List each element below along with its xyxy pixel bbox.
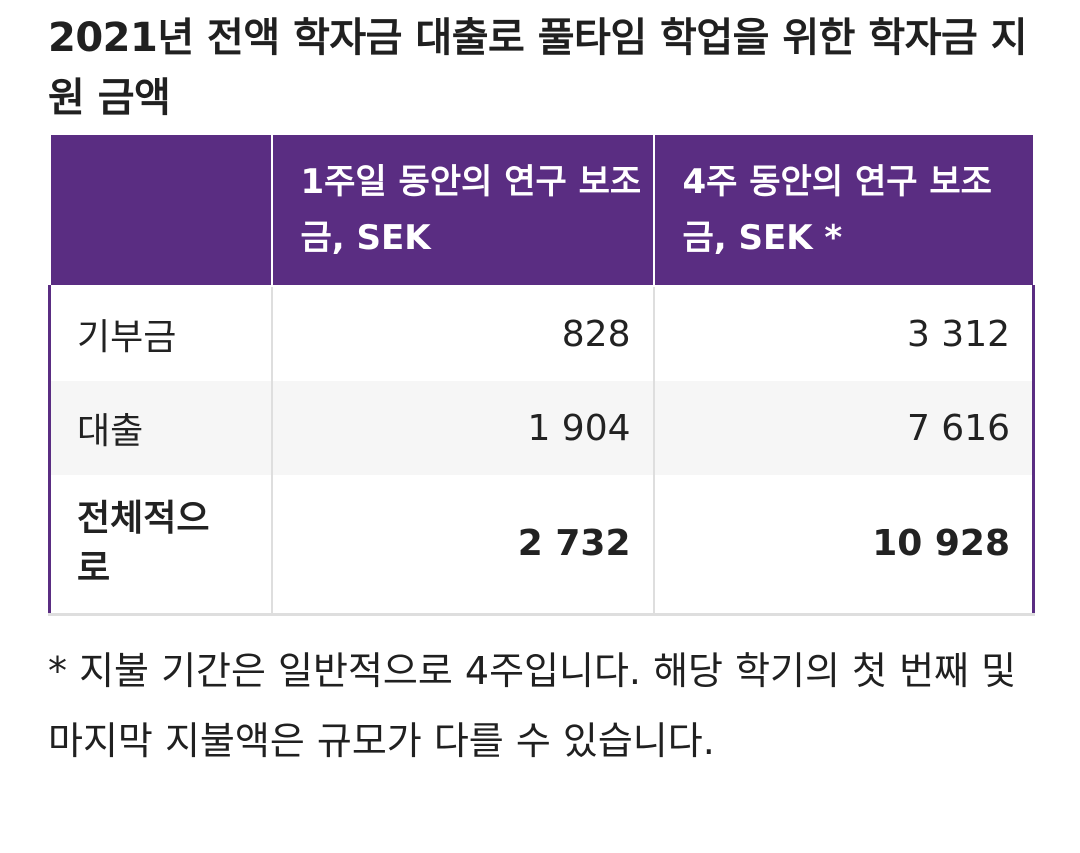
header-week4-grant: 4주 동안의 연구 보조금, SEK * bbox=[652, 133, 1035, 287]
cell-total-week4: 10 928 bbox=[652, 475, 1035, 616]
page-title: 2021년 전액 학자금 대출로 풀타임 학업을 위한 학자금 지원 금액 bbox=[48, 15, 1028, 121]
grant-amount-table-container: 1주일 동안의 연구 보조금, SEK 4주 동안의 연구 보조금, SEK *… bbox=[48, 133, 1035, 616]
header-corner-cell bbox=[48, 133, 273, 287]
table-row-total: 전체적으로 2 732 10 928 bbox=[48, 475, 1035, 616]
row-label-loan: 대출 bbox=[48, 381, 273, 475]
header-week1-grant: 1주일 동안의 연구 보조금, SEK bbox=[270, 133, 655, 287]
grant-amount-table: 1주일 동안의 연구 보조금, SEK 4주 동안의 연구 보조금, SEK *… bbox=[48, 133, 1035, 616]
table-header: 1주일 동안의 연구 보조금, SEK 4주 동안의 연구 보조금, SEK * bbox=[48, 133, 1035, 287]
cell-loan-week4: 7 616 bbox=[652, 381, 1035, 475]
cell-grant-week1: 828 bbox=[270, 286, 655, 381]
footnote: * 지불 기간은 일반적으로 4주입니다. 해당 학기의 첫 번째 및 마지막 … bbox=[48, 649, 1017, 763]
row-label-total: 전체적으로 bbox=[48, 475, 273, 616]
cell-grant-week4: 3 312 bbox=[652, 286, 1035, 381]
table-body: 기부금 828 3 312 대출 1 904 7 616 전체적으로 2 732… bbox=[48, 286, 1035, 616]
table-header-row: 1주일 동안의 연구 보조금, SEK 4주 동안의 연구 보조금, SEK * bbox=[48, 133, 1035, 287]
cell-total-week1: 2 732 bbox=[270, 475, 655, 616]
table-row-loan: 대출 1 904 7 616 bbox=[48, 381, 1035, 475]
table-row-grant: 기부금 828 3 312 bbox=[48, 286, 1035, 381]
cell-loan-week1: 1 904 bbox=[270, 381, 655, 475]
row-label-grant: 기부금 bbox=[48, 286, 273, 381]
